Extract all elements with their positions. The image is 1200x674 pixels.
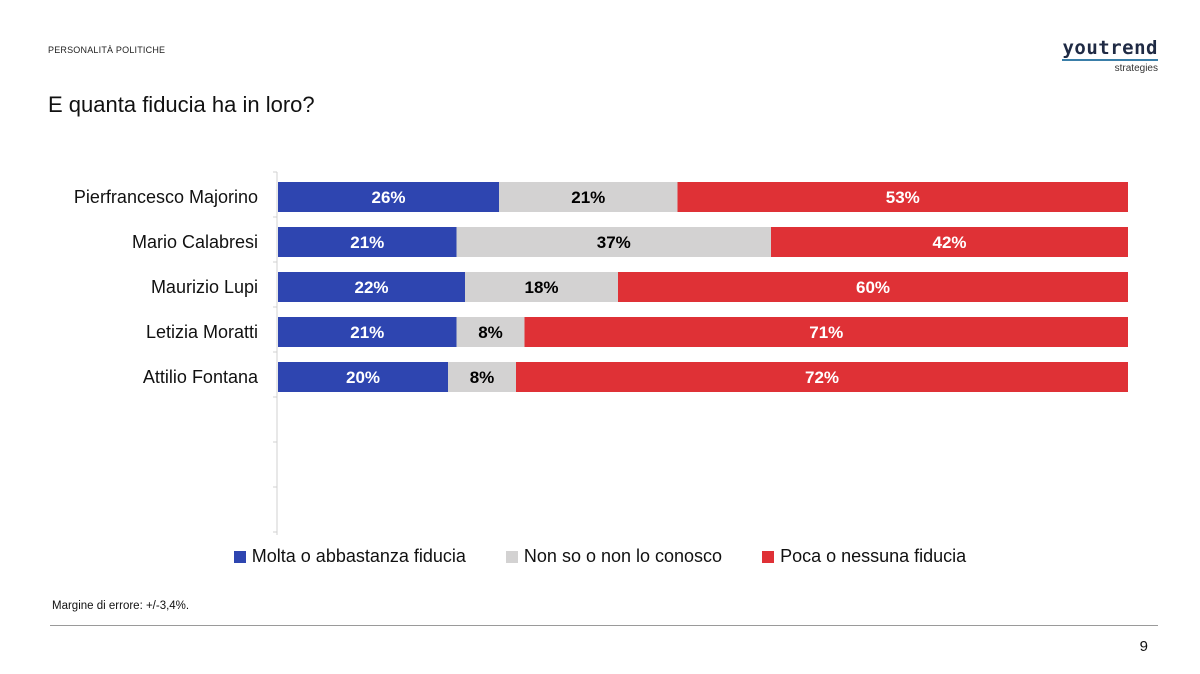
bar-segment bbox=[278, 272, 465, 302]
page-title: E quanta fiducia ha in loro? bbox=[48, 92, 315, 117]
bar-segment bbox=[278, 182, 499, 212]
category-label: Pierfrancesco Majorino bbox=[74, 187, 258, 207]
section-label: PERSONALITÀ POLITICHE bbox=[48, 45, 166, 55]
brand-logo: youtrend strategies bbox=[1062, 38, 1158, 74]
data-label: 26% bbox=[371, 188, 405, 207]
legend-label-poca: Poca o nessuna fiducia bbox=[780, 546, 967, 566]
data-label: 18% bbox=[524, 278, 558, 297]
data-label: 20% bbox=[346, 368, 380, 387]
stacked-bar-chart: Pierfrancesco Majorino 26% 21% 53% Mario Cal… bbox=[74, 171, 1128, 535]
bar-segment bbox=[278, 362, 448, 392]
data-label: 21% bbox=[571, 188, 605, 207]
data-label: 71% bbox=[809, 323, 843, 342]
chart-legend: Molta o abbastanza fiducia Non so o non … bbox=[0, 546, 1200, 567]
bar-segment bbox=[278, 227, 457, 257]
category-label: Mario Calabresi bbox=[132, 232, 258, 252]
data-label: 72% bbox=[805, 368, 839, 387]
category-label: Letizia Moratti bbox=[146, 322, 258, 342]
data-label: 37% bbox=[597, 233, 631, 252]
legend-item-molta: Molta o abbastanza fiducia bbox=[233, 546, 466, 567]
legend-label-molta: Molta o abbastanza fiducia bbox=[251, 546, 466, 566]
data-label: 8% bbox=[470, 368, 495, 387]
bar-segment bbox=[456, 317, 525, 347]
brand-name: youtrend bbox=[1062, 37, 1158, 59]
data-label: 22% bbox=[354, 278, 388, 297]
bar-segment bbox=[516, 362, 1128, 392]
legend-item-poca: Poca o nessuna fiducia bbox=[762, 546, 966, 567]
bar-segment bbox=[448, 362, 516, 392]
bar-segment bbox=[465, 272, 618, 302]
category-label: Maurizio Lupi bbox=[151, 277, 258, 297]
data-label: 53% bbox=[886, 188, 920, 207]
footnote-margin-of-error: Margine di errore: +/-3,4%. bbox=[52, 600, 190, 612]
brand-underline bbox=[1062, 59, 1158, 61]
bar-segment bbox=[524, 317, 1128, 347]
data-label: 8% bbox=[478, 323, 503, 342]
bar-segment bbox=[278, 317, 457, 347]
data-label: 60% bbox=[856, 278, 890, 297]
page-number: 9 bbox=[1139, 638, 1148, 655]
legend-item-non-so: Non so o non lo conosco bbox=[505, 546, 723, 567]
data-label: 42% bbox=[932, 233, 966, 252]
data-label: 21% bbox=[350, 233, 384, 252]
bar-segment bbox=[771, 227, 1128, 257]
data-label: 21% bbox=[350, 323, 384, 342]
bar-segment bbox=[456, 227, 771, 257]
bar-segment bbox=[499, 182, 678, 212]
legend-label-non-so: Non so o non lo conosco bbox=[523, 546, 723, 566]
legend-swatch-red bbox=[762, 550, 775, 563]
footer-divider bbox=[50, 625, 1158, 626]
brand-subtitle: strategies bbox=[1114, 63, 1158, 74]
bar-segment bbox=[618, 272, 1128, 302]
legend-swatch-blue bbox=[233, 550, 246, 563]
bar-segment bbox=[677, 182, 1128, 212]
legend-swatch-grey bbox=[505, 550, 518, 563]
category-label: Attilio Fontana bbox=[143, 367, 259, 387]
